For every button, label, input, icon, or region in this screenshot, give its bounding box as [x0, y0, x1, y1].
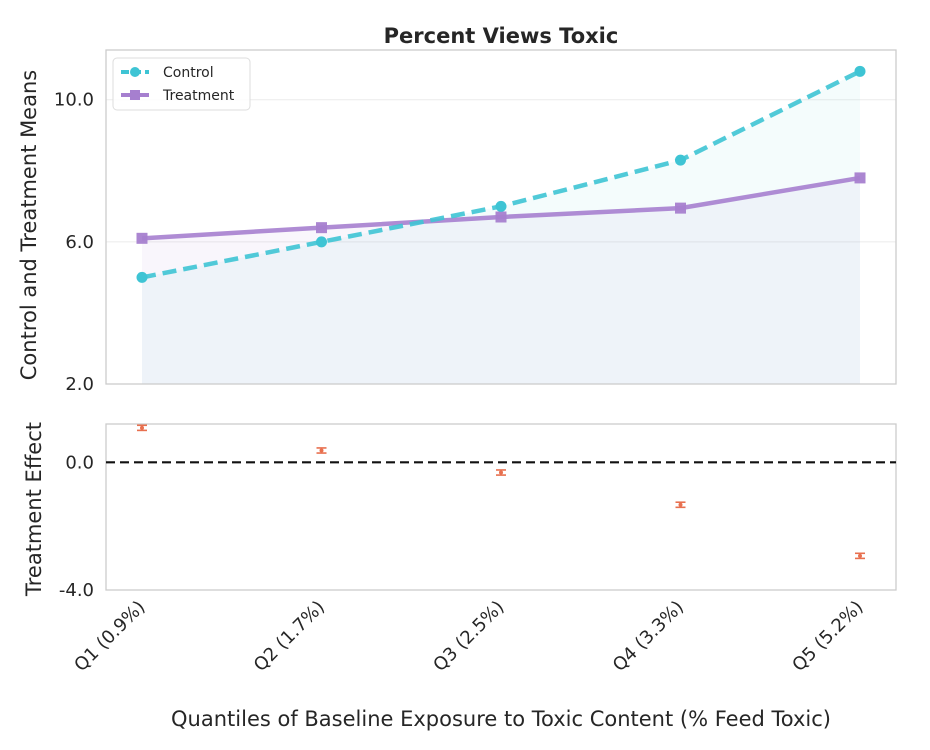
top-y-tick-label: 2.0: [65, 374, 94, 395]
control-marker: [316, 236, 327, 248]
effect-point: [678, 502, 683, 507]
control-marker: [675, 154, 686, 166]
top-y-tick-label: 6.0: [65, 232, 94, 253]
top-panel-frame: [105, 49, 897, 385]
x-tick-label: Q3 (2.5%): [429, 597, 508, 676]
treatment-marker: [316, 222, 327, 234]
control-marker: [854, 65, 866, 77]
treatment-marker: [136, 232, 148, 244]
effect-point: [319, 448, 324, 453]
top-y-axis-label: Control and Treatment Means: [17, 70, 41, 380]
x-axis-label: Quantiles of Baseline Exposure to Toxic …: [171, 707, 831, 731]
bottom-y-tick-label: -4.0: [59, 580, 94, 601]
x-tick-label: Q4 (3.3%): [609, 597, 688, 676]
x-tick-label: Q2 (1.7%): [250, 597, 329, 676]
legend-treatment-marker: [130, 90, 140, 100]
legend-treatment-label: Treatment: [162, 88, 235, 104]
top-y-tick-label: 10.0: [54, 90, 94, 111]
legend-control-label: Control: [163, 65, 214, 81]
control-area-fill: [142, 71, 860, 384]
chart-title: Percent Views Toxic: [384, 24, 619, 48]
control-marker: [495, 200, 507, 212]
control-marker: [136, 271, 148, 283]
treatment-marker: [854, 172, 866, 184]
effect-point: [499, 470, 503, 475]
bottom-y-axis-label: Treatment Effect: [22, 422, 46, 597]
effect-point: [140, 425, 144, 430]
treatment-marker: [495, 211, 507, 223]
legend-control-marker: [130, 67, 140, 77]
x-tick-label: Q5 (5.2%): [788, 597, 867, 676]
x-tick-label: Q1 (0.9%): [70, 597, 149, 676]
bottom-y-tick-label: 0.0: [65, 452, 94, 473]
effect-point: [858, 553, 862, 558]
treatment-marker: [675, 202, 686, 214]
bottom-panel-frame: [105, 423, 897, 591]
